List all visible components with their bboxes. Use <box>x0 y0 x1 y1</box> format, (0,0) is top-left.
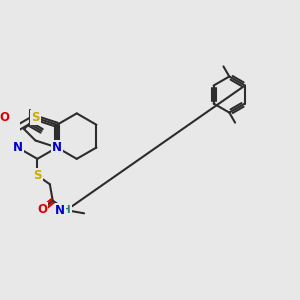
Text: N: N <box>52 141 62 154</box>
Text: S: S <box>31 111 40 124</box>
Text: O: O <box>0 111 9 124</box>
Text: N: N <box>55 204 65 217</box>
Text: S: S <box>33 169 42 182</box>
Text: N: N <box>13 141 23 154</box>
Text: O: O <box>38 203 47 216</box>
Text: H: H <box>62 205 71 215</box>
